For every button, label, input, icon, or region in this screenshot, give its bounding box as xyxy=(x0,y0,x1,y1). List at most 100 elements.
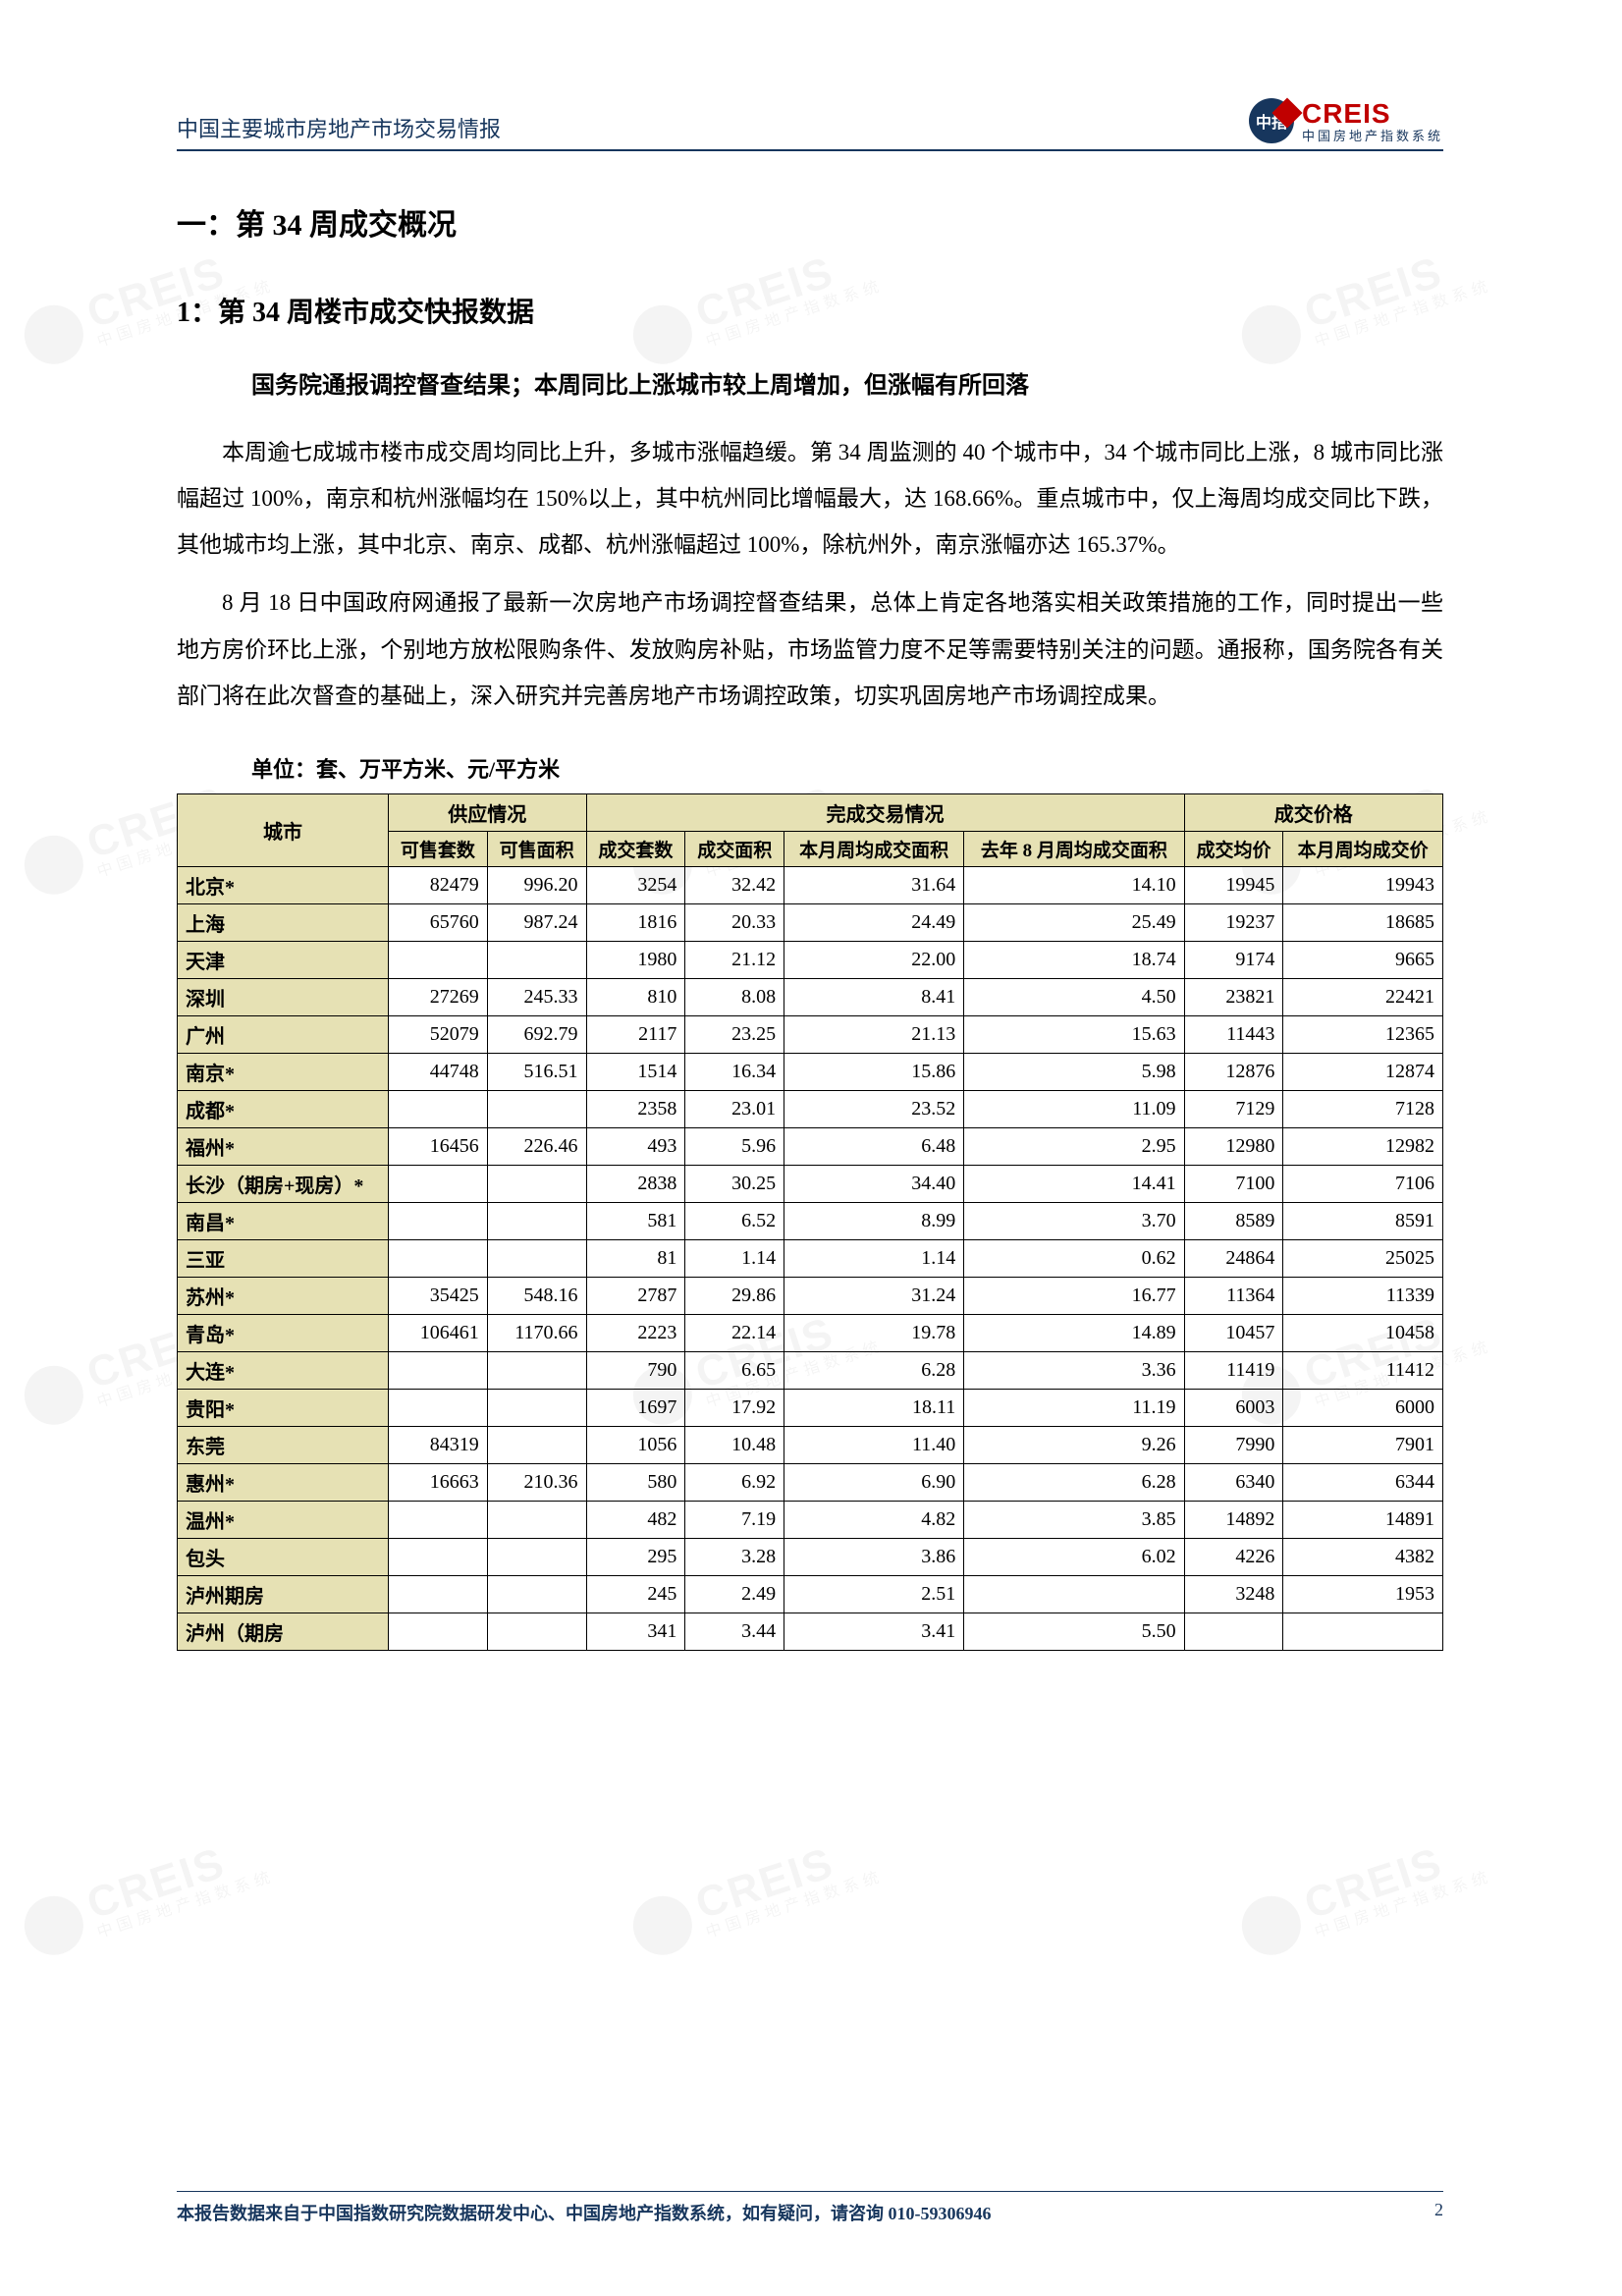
table-row: 长沙（期房+现房）*283830.2534.4014.4171007106 xyxy=(178,1165,1443,1202)
cell-value: 6.65 xyxy=(685,1351,784,1389)
section-heading-2: 1：第 34 周楼市成交快报数据 xyxy=(177,291,1443,330)
logo-sub-text: 中国房地产指数系统 xyxy=(1302,130,1443,142)
cell-value: 18685 xyxy=(1283,903,1443,941)
cell-value xyxy=(388,1351,487,1389)
cell-value: 3254 xyxy=(586,866,685,903)
cell-value: 245 xyxy=(586,1575,685,1613)
cell-value: 9665 xyxy=(1283,941,1443,978)
table-row: 天津198021.1222.0018.7491749665 xyxy=(178,941,1443,978)
cell-value: 31.64 xyxy=(784,866,964,903)
cell-value xyxy=(964,1575,1184,1613)
cell-value: 226.46 xyxy=(487,1127,586,1165)
cell-value: 6.90 xyxy=(784,1463,964,1501)
cell-value: 6.02 xyxy=(964,1538,1184,1575)
cell-value: 8591 xyxy=(1283,1202,1443,1239)
cell-value: 2787 xyxy=(586,1277,685,1314)
cell-value: 23.01 xyxy=(685,1090,784,1127)
cell-value: 2117 xyxy=(586,1015,685,1053)
cell-value: 24864 xyxy=(1184,1239,1283,1277)
cell-value: 16663 xyxy=(388,1463,487,1501)
cell-value: 16.34 xyxy=(685,1053,784,1090)
cell-value: 3248 xyxy=(1184,1575,1283,1613)
cell-value: 25.49 xyxy=(964,903,1184,941)
cell-value: 3.41 xyxy=(784,1613,964,1650)
cell-value: 12874 xyxy=(1283,1053,1443,1090)
cell-city: 三亚 xyxy=(178,1239,389,1277)
cell-value: 6003 xyxy=(1184,1389,1283,1426)
cell-city: 贵阳* xyxy=(178,1389,389,1426)
table-row: 成都*235823.0123.5211.0971297128 xyxy=(178,1090,1443,1127)
cell-value: 6.48 xyxy=(784,1127,964,1165)
cell-value: 10.48 xyxy=(685,1426,784,1463)
cell-city: 上海 xyxy=(178,903,389,941)
cell-value: 82479 xyxy=(388,866,487,903)
cell-value xyxy=(388,1389,487,1426)
section-heading-3: 国务院通报调控督查结果；本周同比上涨城市较上周增加，但涨幅有所回落 xyxy=(251,365,1443,400)
cell-value: 516.51 xyxy=(487,1053,586,1090)
cell-value: 35425 xyxy=(388,1277,487,1314)
cell-value: 21.12 xyxy=(685,941,784,978)
city-data-table: 城市 供应情况 完成交易情况 成交价格 可售套数 可售面积 成交套数 成交面积 … xyxy=(177,793,1443,1651)
cell-value xyxy=(1283,1613,1443,1650)
cell-value: 4.82 xyxy=(784,1501,964,1538)
table-row: 北京*82479996.20325432.4231.6414.101994519… xyxy=(178,866,1443,903)
cell-value: 21.13 xyxy=(784,1015,964,1053)
cell-value: 987.24 xyxy=(487,903,586,941)
cell-value: 580 xyxy=(586,1463,685,1501)
cell-value: 1816 xyxy=(586,903,685,941)
cell-value: 8.08 xyxy=(685,978,784,1015)
table-row: 温州*4827.194.823.851489214891 xyxy=(178,1501,1443,1538)
table-row: 惠州*16663210.365806.926.906.2863406344 xyxy=(178,1463,1443,1501)
cell-value: 11443 xyxy=(1184,1015,1283,1053)
cell-value: 692.79 xyxy=(487,1015,586,1053)
table-header: 城市 供应情况 完成交易情况 成交价格 可售套数 可售面积 成交套数 成交面积 … xyxy=(178,793,1443,866)
cell-city: 泸州（期房 xyxy=(178,1613,389,1650)
col-avg-price: 成交均价 xyxy=(1184,831,1283,866)
col-month-avg-area: 本月周均成交面积 xyxy=(784,831,964,866)
cell-city: 北京* xyxy=(178,866,389,903)
cell-city: 成都* xyxy=(178,1090,389,1127)
cell-city: 泸州期房 xyxy=(178,1575,389,1613)
col-city: 城市 xyxy=(178,793,389,866)
cell-value: 2.49 xyxy=(685,1575,784,1613)
cell-city: 长沙（期房+现房）* xyxy=(178,1165,389,1202)
page-content: 中国主要城市房地产市场交易情报 中指 CREIS 中国房地产指数系统 一：第 3… xyxy=(177,98,1443,1651)
cell-value: 3.44 xyxy=(685,1613,784,1650)
cell-value: 32.42 xyxy=(685,866,784,903)
cell-value: 1170.66 xyxy=(487,1314,586,1351)
cell-value: 34.40 xyxy=(784,1165,964,1202)
cell-value: 18.11 xyxy=(784,1389,964,1426)
cell-value: 11339 xyxy=(1283,1277,1443,1314)
table-row: 上海65760987.24181620.3324.4925.4919237186… xyxy=(178,903,1443,941)
cell-value xyxy=(487,1426,586,1463)
table-body: 北京*82479996.20325432.4231.6414.101994519… xyxy=(178,866,1443,1650)
cell-value: 84319 xyxy=(388,1426,487,1463)
cell-value xyxy=(388,1538,487,1575)
cell-value: 3.86 xyxy=(784,1538,964,1575)
cell-city: 南昌* xyxy=(178,1202,389,1239)
cell-value xyxy=(487,1090,586,1127)
cell-value: 20.33 xyxy=(685,903,784,941)
cell-value: 7990 xyxy=(1184,1426,1283,1463)
cell-value: 2358 xyxy=(586,1090,685,1127)
cell-value xyxy=(487,1351,586,1389)
cell-value: 14892 xyxy=(1184,1501,1283,1538)
cell-value: 44748 xyxy=(388,1053,487,1090)
watermark-icon: CREIS中国房地产指数系统 xyxy=(625,1828,886,1962)
cell-value: 6344 xyxy=(1283,1463,1443,1501)
table-row: 青岛*1064611170.66222322.1419.7814.8910457… xyxy=(178,1314,1443,1351)
cell-value xyxy=(487,941,586,978)
cell-value: 15.86 xyxy=(784,1053,964,1090)
table-row: 苏州*35425548.16278729.8631.2416.771136411… xyxy=(178,1277,1443,1314)
cell-value: 1980 xyxy=(586,941,685,978)
cell-city: 大连* xyxy=(178,1351,389,1389)
watermark-icon: CREIS中国房地产指数系统 xyxy=(17,1828,277,1962)
cell-value xyxy=(487,1538,586,1575)
cell-value xyxy=(487,1165,586,1202)
cell-value xyxy=(388,1202,487,1239)
cell-value: 14891 xyxy=(1283,1501,1443,1538)
cell-value: 1.14 xyxy=(784,1239,964,1277)
cell-city: 深圳 xyxy=(178,978,389,1015)
cell-value: 11412 xyxy=(1283,1351,1443,1389)
cell-value: 52079 xyxy=(388,1015,487,1053)
